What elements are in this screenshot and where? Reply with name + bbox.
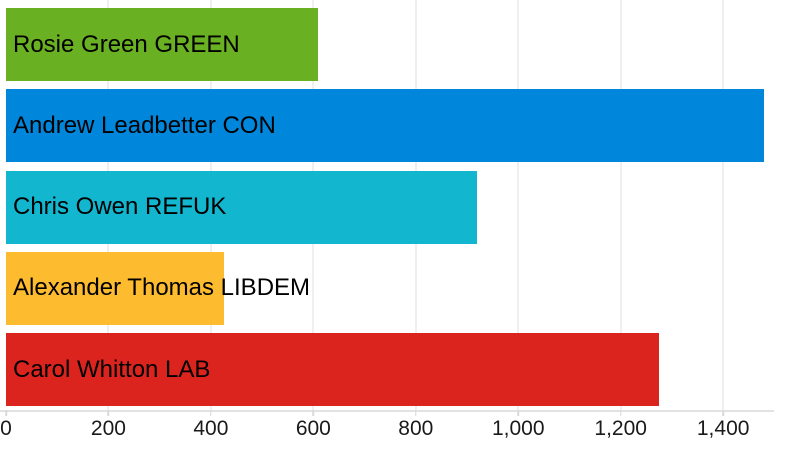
x-tick-mark (517, 410, 519, 416)
bar-row-green: Rosie Green GREEN (6, 0, 800, 82)
x-tick-mark (210, 410, 212, 416)
x-tick-mark (415, 410, 417, 416)
x-tick-label: 400 (193, 417, 229, 440)
x-tick-mark (722, 410, 724, 416)
x-tick-mark (5, 410, 7, 416)
bar-rows: Rosie Green GREEN Andrew Leadbetter CON Ch… (6, 0, 800, 407)
x-tick-label: 1,400 (696, 417, 750, 440)
bar-label-libdem: Alexander Thomas LIBDEM (13, 274, 311, 302)
x-axis: 0 200 400 600 800 1,000 1,200 1,400 (0, 410, 800, 450)
plot-area: Rosie Green GREEN Andrew Leadbetter CON Ch… (6, 0, 800, 412)
x-axis-line (0, 410, 774, 412)
bar-row-libdem: Alexander Thomas LIBDEM (6, 244, 800, 325)
x-tick-label: 200 (90, 417, 126, 440)
x-tick-label: 800 (398, 417, 434, 440)
bar-con (6, 89, 765, 163)
x-tick-mark (619, 410, 622, 416)
bar-label-con: Andrew Leadbetter CON (13, 111, 276, 139)
x-tick-label: 1,000 (491, 417, 545, 440)
bar-refuk (6, 170, 478, 244)
gridline (722, 0, 725, 412)
x-tick-label: 1,200 (594, 417, 647, 440)
bar-label-refuk: Chris Owen REFUK (13, 193, 227, 221)
bar-lab (6, 333, 660, 407)
x-tick-label: 0 (0, 417, 12, 440)
bar-libdem (6, 251, 224, 325)
x-tick-label: 600 (295, 417, 331, 440)
bar-row-lab: Carol Whitton LAB (6, 325, 800, 407)
bar-label-lab: Carol Whitton LAB (13, 355, 211, 383)
bar-label-green: Rosie Green GREEN (13, 30, 240, 58)
gridline (517, 0, 520, 412)
bar-row-refuk: Chris Owen REFUK (6, 162, 800, 244)
gridline (619, 0, 622, 412)
bar-row-con: Andrew Leadbetter CON (6, 81, 800, 163)
x-tick-mark (107, 410, 110, 416)
bar-green (6, 8, 319, 82)
x-tick-mark (312, 410, 315, 416)
